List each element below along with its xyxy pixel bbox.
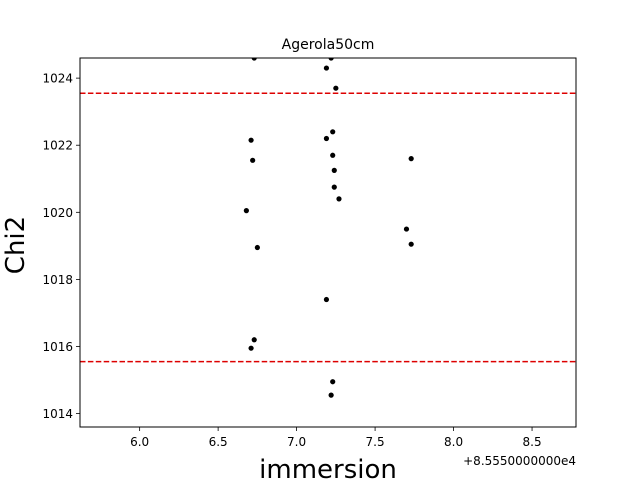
data-point bbox=[323, 296, 330, 303]
data-point bbox=[323, 65, 330, 71]
data-point bbox=[330, 152, 336, 158]
data-point bbox=[331, 167, 337, 173]
data-point bbox=[408, 241, 414, 247]
data-point bbox=[251, 58, 257, 61]
axes: 6.0 6.5 7.0 7.5 8.0 8.5 1014 1016 1018 1020 1022 10… bbox=[42, 57, 577, 449]
x-axis-label: immersion bbox=[259, 455, 397, 480]
data-point bbox=[331, 184, 337, 190]
data-point bbox=[330, 379, 336, 385]
data-point bbox=[248, 345, 254, 351]
data-point bbox=[250, 157, 256, 163]
y-tick-label: 1016 bbox=[42, 340, 73, 354]
x-tick-label: 7.5 bbox=[366, 435, 385, 449]
x-tick-label: 8.0 bbox=[444, 435, 463, 449]
data-point bbox=[403, 226, 410, 232]
x-tick-label: 6.0 bbox=[130, 435, 149, 449]
x-tick-label: 8.5 bbox=[523, 435, 542, 449]
y-tick-label: 1022 bbox=[42, 139, 73, 153]
data-point bbox=[243, 208, 249, 214]
data-point bbox=[328, 58, 334, 61]
chart-title: Agerola50cm bbox=[282, 37, 375, 53]
x-tick-label: 7.0 bbox=[287, 435, 306, 449]
plot-area bbox=[80, 58, 576, 398]
data-point bbox=[336, 196, 342, 202]
data-point bbox=[408, 156, 414, 162]
x-axis-offset-label: +8.5550000000e4 bbox=[463, 454, 576, 468]
data-point bbox=[248, 137, 254, 143]
data-point bbox=[323, 135, 330, 142]
y-tick-label: 1024 bbox=[42, 72, 73, 86]
y-axis-label: Chi2 bbox=[1, 216, 31, 274]
data-point bbox=[251, 337, 257, 343]
data-point bbox=[254, 244, 260, 251]
data-layer bbox=[80, 58, 576, 398]
data-point bbox=[333, 85, 339, 91]
y-tick-label: 1014 bbox=[42, 407, 73, 421]
x-tick-label: 6.5 bbox=[209, 435, 228, 449]
y-tick-label: 1018 bbox=[42, 273, 73, 287]
data-point bbox=[328, 392, 334, 398]
data-point bbox=[330, 129, 336, 135]
plot-frame bbox=[79, 57, 577, 428]
y-tick-label: 1020 bbox=[42, 206, 73, 220]
